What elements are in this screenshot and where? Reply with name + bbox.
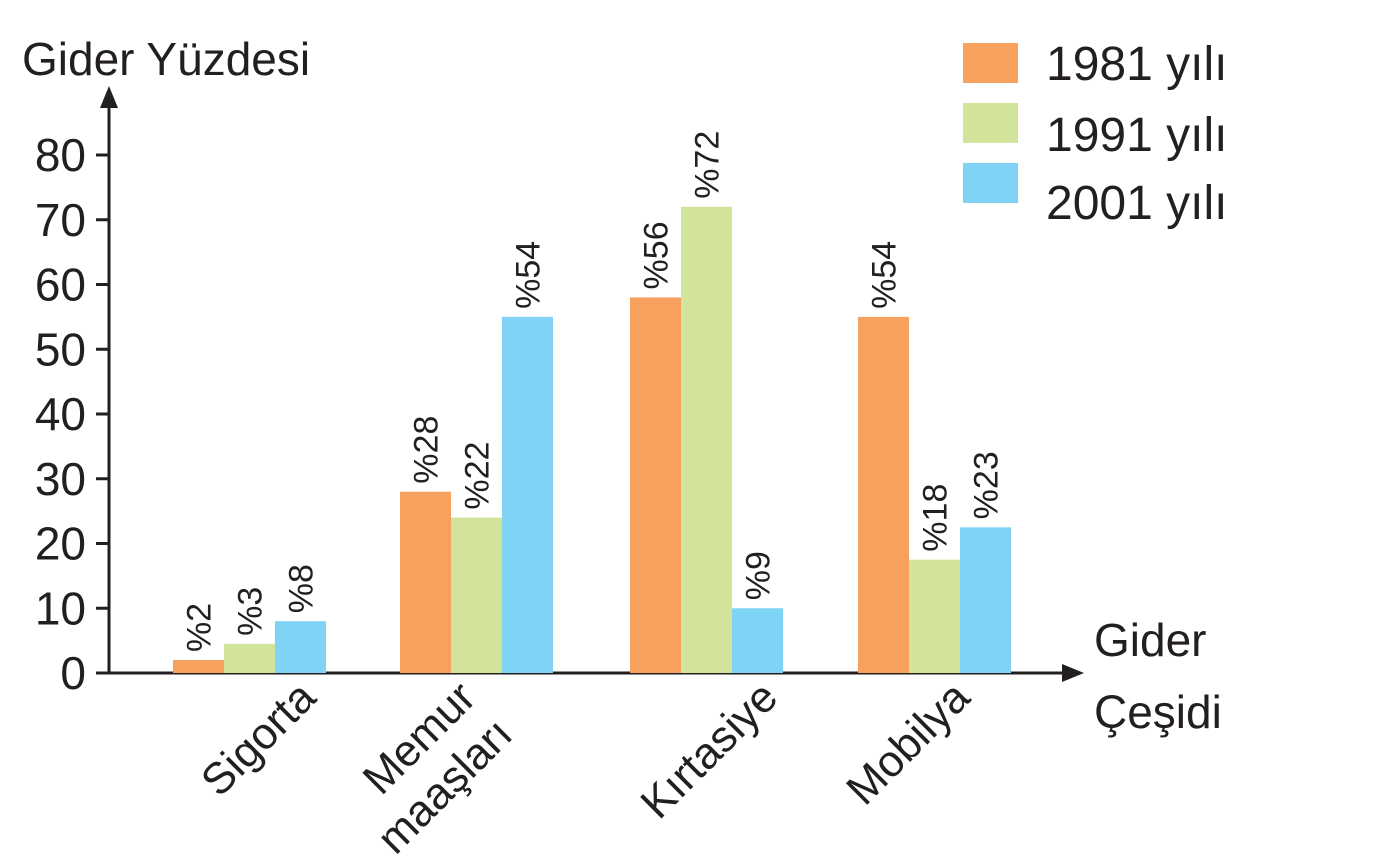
y-tick-label: 20 [35, 518, 86, 570]
category-label: Mobilya [837, 672, 979, 814]
data-label: %9 [740, 551, 778, 600]
legend-label-1981: 1981 yılı [1046, 38, 1227, 91]
y-tick-label: 70 [35, 194, 86, 246]
y-axis-arrow-icon [100, 86, 118, 108]
data-label: %54 [866, 241, 904, 309]
category-label: Kırtasiye [631, 672, 787, 828]
y-ticks: 0 10 20 30 40 50 60 70 80 [35, 129, 109, 699]
y-tick-label: 10 [35, 582, 86, 634]
bar [173, 660, 224, 673]
y-tick-label: 60 [35, 259, 86, 311]
data-label: %56 [638, 221, 676, 289]
legend-label-2001: 2001 yılı [1046, 177, 1227, 230]
data-label: %54 [510, 241, 548, 309]
bar [451, 517, 502, 673]
y-tick-label: 0 [60, 647, 86, 699]
x-axis-title-line-1: Gider [1094, 614, 1206, 666]
bar [630, 297, 681, 673]
data-label: %22 [459, 442, 497, 510]
data-label: %28 [408, 416, 446, 484]
bar [858, 316, 909, 673]
x-axis-arrow-icon [1062, 664, 1084, 682]
data-label: %8 [283, 564, 321, 613]
bar [681, 206, 732, 674]
legend-swatch-1991 [963, 103, 1018, 143]
category-label: Sigorta [192, 672, 326, 806]
y-tick-label: 80 [35, 129, 86, 181]
legend-swatch-2001 [963, 163, 1018, 203]
bar [400, 491, 451, 673]
bar [732, 608, 783, 673]
bar [275, 621, 326, 673]
bars [173, 206, 1011, 674]
x-axis-title-line-2: Çeşidi [1094, 686, 1222, 738]
bar [502, 316, 553, 673]
data-label: %23 [968, 451, 1006, 519]
data-label: %72 [689, 131, 727, 199]
legend-label-1991: 1991 yılı [1046, 109, 1227, 162]
data-label: %2 [181, 603, 219, 652]
y-axis-title: Gider Yüzdesi [22, 33, 310, 85]
bar [909, 559, 960, 673]
legend: 1981 yılı 1991 yılı 2001 yılı [963, 38, 1227, 230]
legend-swatch-1981 [963, 43, 1018, 83]
y-tick-label: 40 [35, 388, 86, 440]
data-label: %18 [917, 484, 955, 552]
bar [960, 527, 1011, 673]
data-label: %3 [232, 587, 270, 636]
y-tick-label: 30 [35, 453, 86, 505]
data-labels: %2 %28 %56 %54 %3 %22 %72 %18 %8 %54 %9 %23 [181, 131, 1006, 652]
bar [224, 643, 275, 673]
y-tick-label: 50 [35, 323, 86, 375]
